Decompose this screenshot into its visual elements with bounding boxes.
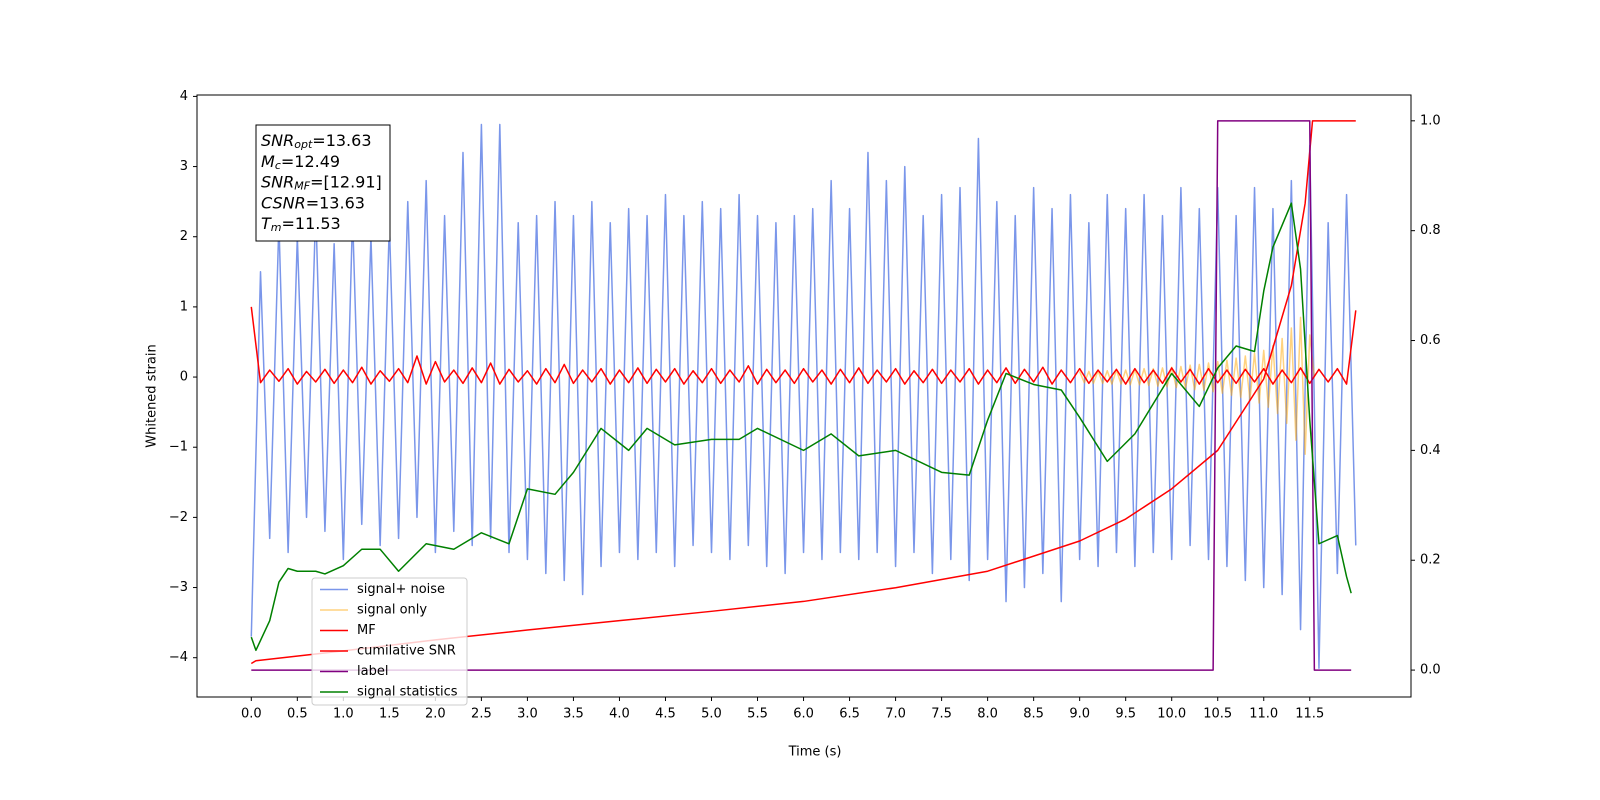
y2-tick-label: 0.6: [1420, 333, 1441, 348]
legend-label: signal+ noise: [357, 582, 445, 597]
series-line: [1078, 316, 1316, 455]
annotation-subscript: MF: [294, 180, 310, 193]
annotation-subscript: c: [275, 159, 281, 172]
y-tick-label: −4: [169, 650, 188, 665]
annotation-symbol: T: [261, 214, 272, 233]
x-tick-label: 5.5: [747, 707, 768, 722]
x-tick-label: 5.0: [701, 707, 722, 722]
y-tick-label: 2: [180, 229, 188, 244]
x-tick-label: 11.0: [1249, 707, 1278, 722]
x-tick-label: 6.5: [839, 707, 860, 722]
legend-frame: [311, 577, 468, 706]
x-tick-label: 7.5: [931, 707, 952, 722]
annotation-symbol: SNR: [261, 172, 294, 191]
y-tick-label: 1: [180, 299, 188, 314]
annotation-subscript: m: [271, 221, 282, 234]
x-tick-label: 1.0: [333, 707, 354, 722]
y-tick-label: −3: [169, 580, 188, 595]
annotation-symbol: SNR: [261, 131, 294, 150]
plot-frame: [196, 94, 1412, 698]
x-tick-label: 8.5: [1023, 707, 1044, 722]
legend-label: label: [357, 664, 388, 679]
y2-tick-label: 1.0: [1420, 113, 1441, 128]
legend-label: signal statistics: [357, 685, 458, 700]
series-line: [250, 306, 1357, 385]
annotation-subscript: opt: [294, 138, 313, 151]
x-tick-label: 10.0: [1157, 707, 1186, 722]
y-axis-label: Whitened strain: [145, 344, 160, 447]
x-tick-label: 11.5: [1295, 707, 1324, 722]
annotation: Mc=12.49: [261, 151, 340, 172]
x-axis-label: Time (s): [788, 745, 842, 760]
x-tick-label: 2.5: [471, 707, 492, 722]
annotation-symbol: M: [261, 151, 275, 170]
x-tick-label: 0.5: [287, 707, 308, 722]
series-line: [250, 202, 1352, 652]
x-tick-label: 9.5: [1115, 707, 1136, 722]
y-tick-label: −2: [169, 510, 188, 525]
annotation-value: =[12.91]: [310, 172, 382, 191]
legend: signal+ noise signal only MF cumilative SNR…: [311, 577, 468, 706]
y-tick-label: 3: [180, 159, 188, 174]
x-tick-label: 0.0: [241, 707, 262, 722]
y-tick-label: −1: [169, 440, 188, 455]
annotation-symbol: CSNR: [261, 193, 306, 212]
x-tick-label: 2.0: [425, 707, 446, 722]
annotation: CSNR=13.63: [261, 193, 365, 212]
x-tick-label: 3.0: [517, 707, 538, 722]
x-tick-label: 8.0: [977, 707, 998, 722]
x-tick-label: 3.5: [563, 707, 584, 722]
annotation-frame: [255, 124, 391, 242]
annotation-box: SNRopt=13.63Mc=12.49SNRMF=[12.91]CSNR=13…: [255, 124, 391, 242]
y2-tick-label: 0.2: [1420, 553, 1441, 568]
series-line: [250, 123, 1357, 669]
x-tick-label: 7.0: [885, 707, 906, 722]
y-tick-label: 4: [180, 89, 188, 104]
legend-label: MF: [357, 623, 376, 638]
legend-label: signal only: [357, 603, 427, 618]
y2-tick-label: 0.8: [1420, 223, 1441, 238]
annotation: Tm=11.53: [261, 214, 341, 235]
x-tick-label: 4.0: [609, 707, 630, 722]
x-tick-label: 6.0: [793, 707, 814, 722]
x-tick-label: 9.0: [1069, 707, 1090, 722]
y2-tick-label: 0.0: [1420, 663, 1441, 678]
x-tick-label: 10.5: [1203, 707, 1232, 722]
annotation-value: =11.53: [282, 214, 341, 233]
y-tick-label: 0: [180, 370, 188, 385]
y2-tick-label: 0.4: [1420, 443, 1441, 458]
x-tick-label: 4.5: [655, 707, 676, 722]
series-line: [251, 120, 1352, 671]
annotation: SNRopt=13.63: [261, 131, 372, 152]
x-tick-label: 1.5: [379, 707, 400, 722]
annotation-value: =12.49: [281, 151, 340, 170]
annotation-value: =13.63: [312, 131, 371, 150]
legend-label: cumilative SNR: [357, 644, 456, 659]
annotation: SNRMF=[12.91]: [261, 172, 382, 193]
annotation-value: =13.63: [306, 193, 365, 212]
